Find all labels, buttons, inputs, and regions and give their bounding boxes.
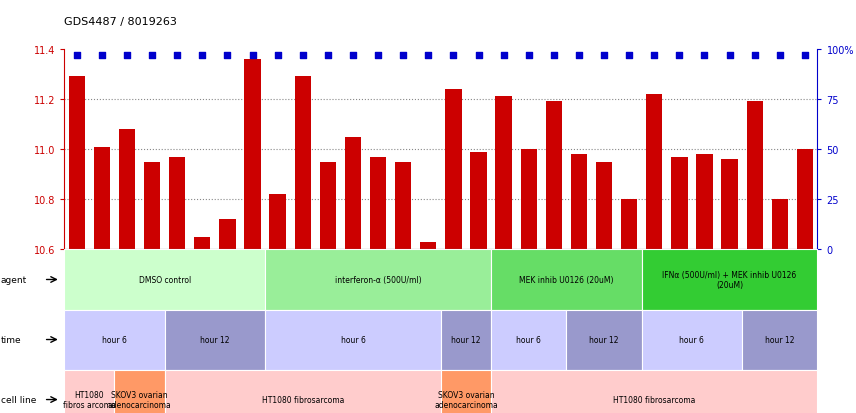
Bar: [646, 95, 663, 250]
Point: [221, 52, 235, 59]
Bar: [395, 162, 412, 250]
Bar: [119, 130, 135, 250]
Point: [270, 52, 284, 59]
Text: agent: agent: [1, 275, 27, 284]
Point: [372, 52, 385, 59]
Bar: [470, 152, 487, 250]
Text: SKOV3 ovarian
adenocarcinoma: SKOV3 ovarian adenocarcinoma: [434, 390, 498, 409]
Bar: [68, 77, 85, 250]
Bar: [797, 150, 813, 250]
Point: [296, 52, 310, 59]
Point: [447, 52, 461, 59]
Text: hour 6: hour 6: [516, 335, 541, 344]
Text: hour 12: hour 12: [200, 335, 229, 344]
Bar: [420, 242, 437, 250]
Text: SKOV3 ovarian
adenocarcinoma: SKOV3 ovarian adenocarcinoma: [108, 390, 171, 409]
Point: [396, 52, 410, 59]
Text: interferon-α (500U/ml): interferon-α (500U/ml): [335, 275, 421, 284]
Bar: [545, 102, 562, 250]
Text: hour 12: hour 12: [765, 335, 794, 344]
Point: [798, 52, 811, 59]
Text: hour 6: hour 6: [680, 335, 704, 344]
Point: [195, 52, 209, 59]
Text: time: time: [1, 335, 21, 344]
Point: [522, 52, 536, 59]
Text: DMSO control: DMSO control: [139, 275, 191, 284]
Point: [572, 52, 586, 59]
Bar: [496, 97, 512, 250]
Point: [346, 52, 360, 59]
Point: [622, 52, 636, 59]
Point: [120, 52, 134, 59]
Bar: [319, 162, 336, 250]
Point: [95, 52, 109, 59]
Point: [748, 52, 762, 59]
Point: [773, 52, 787, 59]
Text: MEK inhib U0126 (20uM): MEK inhib U0126 (20uM): [519, 275, 614, 284]
Bar: [596, 162, 612, 250]
Bar: [294, 77, 311, 250]
Point: [70, 52, 84, 59]
Text: GDS4487 / 8019263: GDS4487 / 8019263: [64, 17, 177, 26]
Point: [673, 52, 687, 59]
Bar: [93, 147, 110, 250]
Bar: [370, 157, 386, 250]
Bar: [771, 200, 788, 250]
Point: [246, 52, 259, 59]
Bar: [219, 220, 235, 250]
Bar: [445, 90, 461, 250]
Bar: [270, 195, 286, 250]
Point: [547, 52, 561, 59]
Bar: [621, 200, 638, 250]
Bar: [345, 137, 361, 250]
Text: HT1080 fibrosarcoma: HT1080 fibrosarcoma: [262, 395, 344, 404]
Text: hour 6: hour 6: [341, 335, 366, 344]
Point: [698, 52, 711, 59]
Point: [170, 52, 184, 59]
Point: [472, 52, 485, 59]
Point: [647, 52, 661, 59]
Text: HT1080
fibros arcoma: HT1080 fibros arcoma: [63, 390, 116, 409]
Text: hour 6: hour 6: [102, 335, 127, 344]
Bar: [169, 157, 186, 250]
Text: hour 12: hour 12: [451, 335, 481, 344]
Point: [321, 52, 335, 59]
Text: hour 12: hour 12: [589, 335, 619, 344]
Text: cell line: cell line: [1, 395, 36, 404]
Bar: [571, 155, 587, 250]
Point: [597, 52, 611, 59]
Text: IFNα (500U/ml) + MEK inhib U0126
(20uM): IFNα (500U/ml) + MEK inhib U0126 (20uM): [663, 270, 797, 290]
Bar: [194, 237, 211, 250]
Point: [496, 52, 510, 59]
Bar: [722, 160, 738, 250]
Bar: [244, 59, 261, 250]
Bar: [696, 155, 713, 250]
Point: [421, 52, 435, 59]
Point: [722, 52, 736, 59]
Bar: [671, 157, 687, 250]
Bar: [520, 150, 537, 250]
Point: [146, 52, 159, 59]
Text: HT1080 fibrosarcoma: HT1080 fibrosarcoma: [613, 395, 695, 404]
Bar: [746, 102, 763, 250]
Bar: [144, 162, 160, 250]
